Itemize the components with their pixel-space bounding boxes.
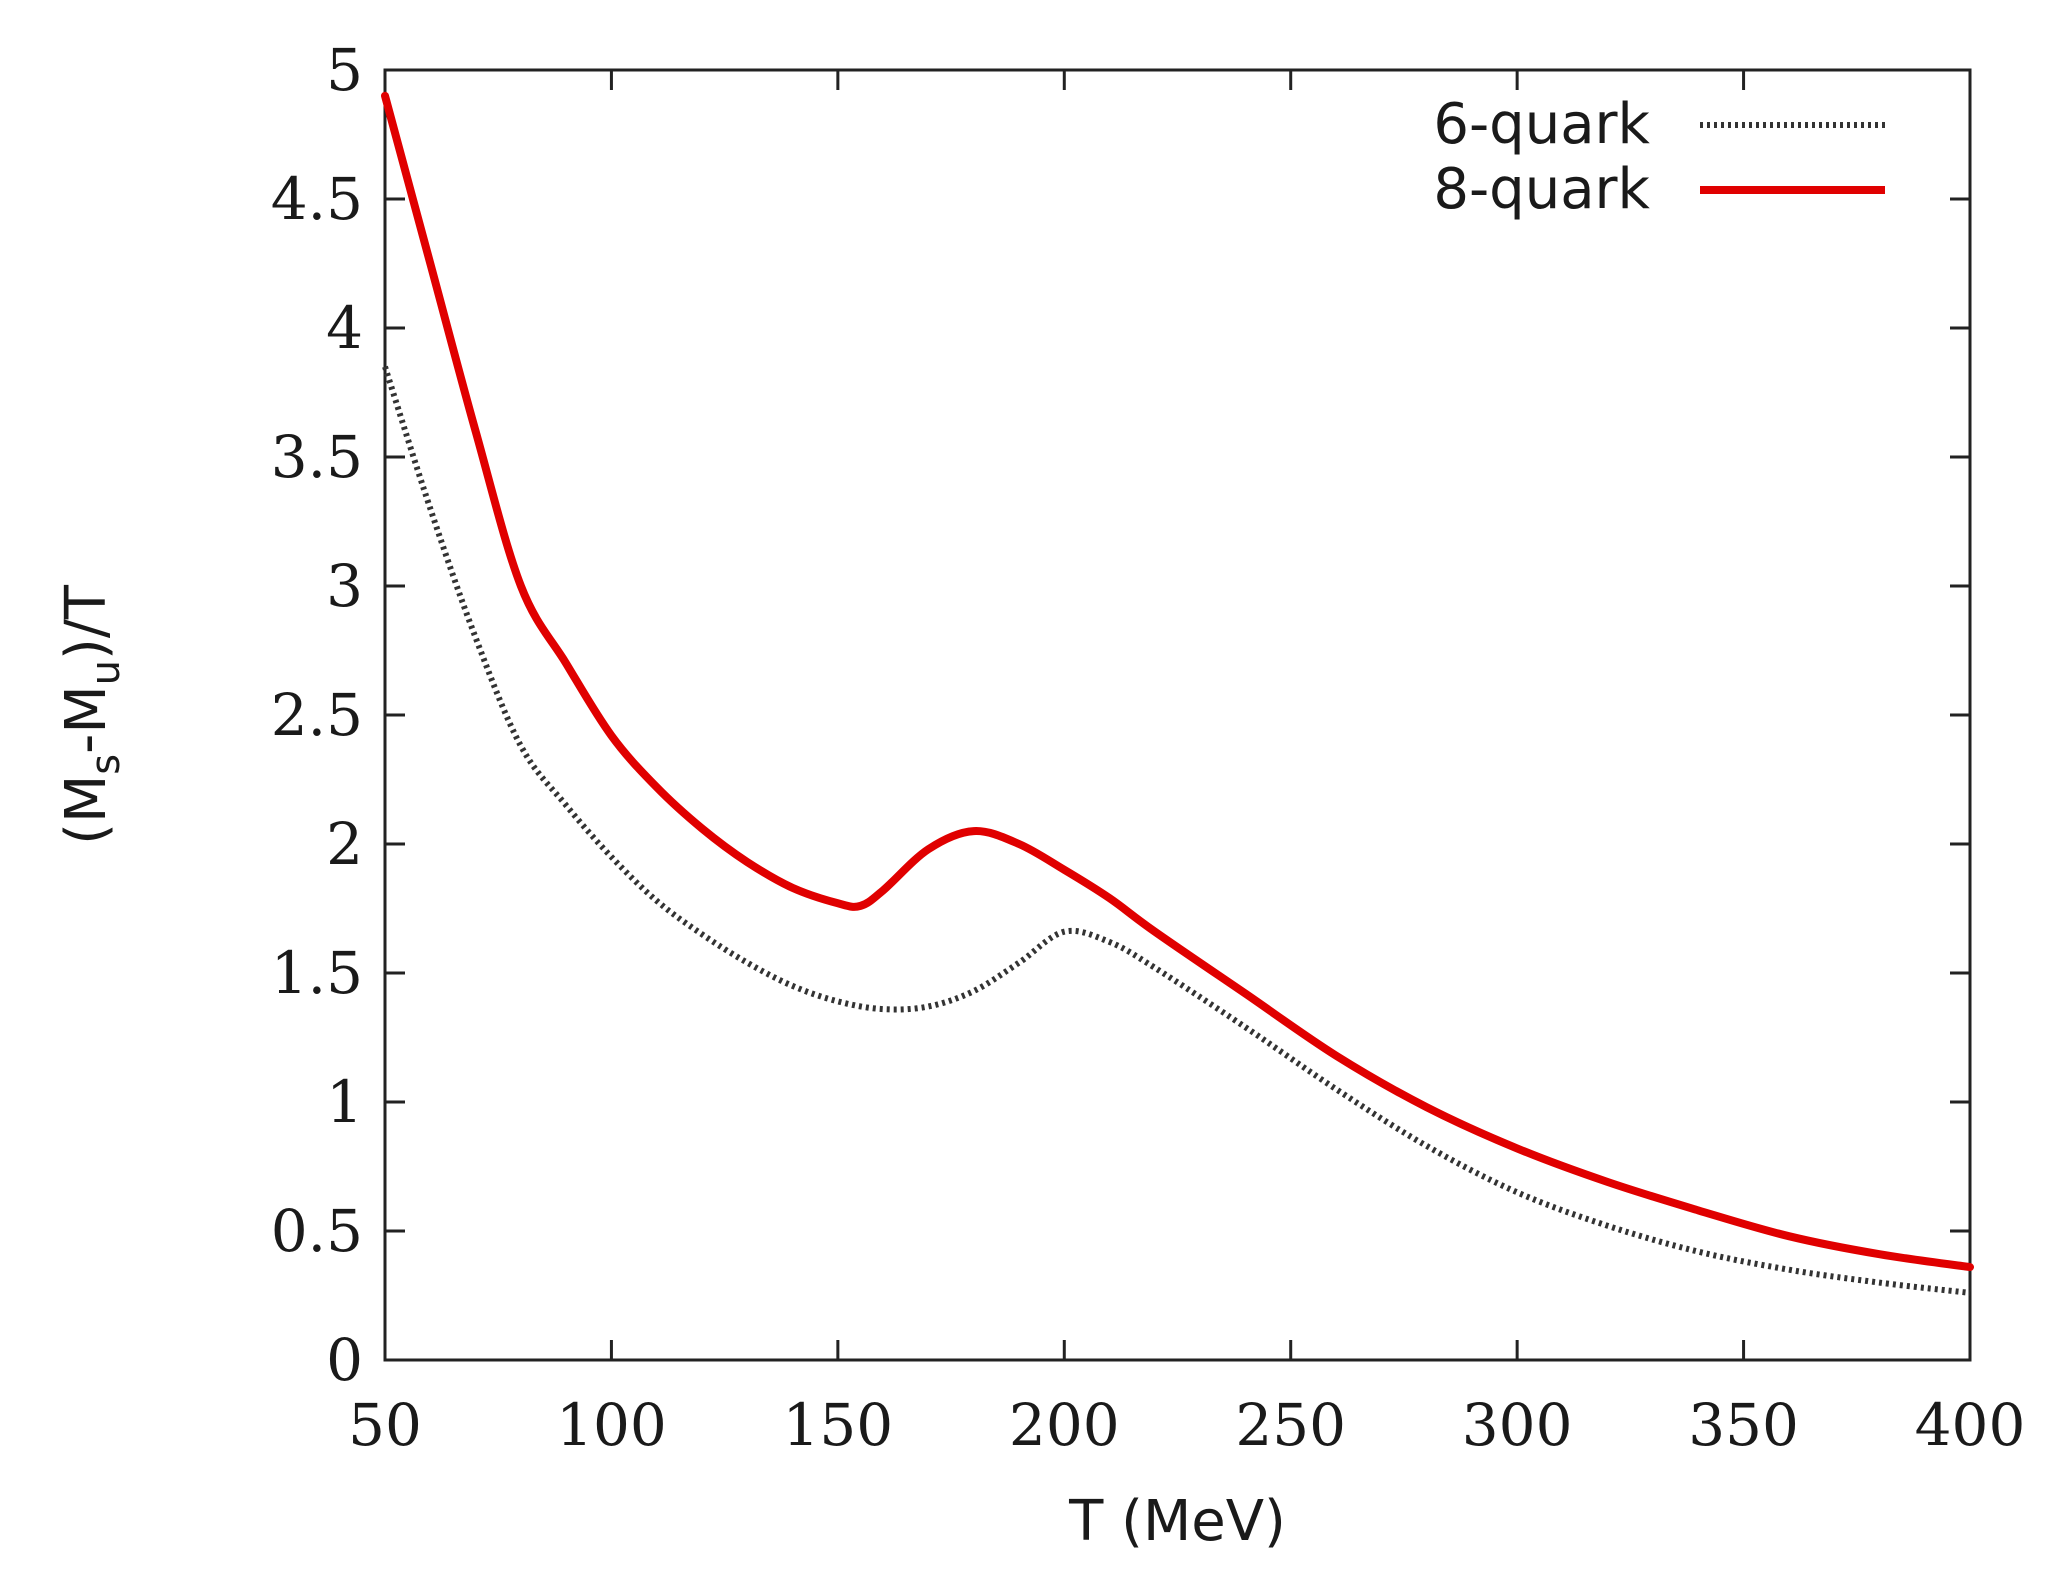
y-tick-label: 4.5: [271, 165, 363, 233]
y-tick-label: 2.5: [271, 681, 363, 749]
y-tick-label: 5: [326, 36, 363, 104]
x-tick-label: 150: [782, 1391, 893, 1459]
y-tick-label: 0.5: [271, 1197, 363, 1265]
y-label-sub-u: u: [83, 660, 129, 685]
y-tick-label: 2: [326, 810, 363, 878]
series-line-6-quark: [382, 365, 1971, 1296]
x-tick-label: 200: [1009, 1391, 1120, 1459]
x-axis-label: T (MeV): [1068, 1489, 1286, 1554]
x-tick-label: 50: [348, 1391, 422, 1459]
y-tick-label: 3.5: [271, 423, 363, 491]
tick-labels: 50 100 150 200 250 300 350 400 0 0.5 1 1.5 2 2.5 3 3.5 4…: [271, 36, 2026, 1459]
y-axis-label: (Ms-Mu)/T: [54, 584, 129, 845]
y-tick-label: 1: [326, 1068, 363, 1136]
y-label-sub-s: s: [83, 754, 129, 775]
x-tick-label: 300: [1462, 1391, 1573, 1459]
axis-ticks: [383, 68, 1972, 1362]
x-tick-label: 400: [1915, 1391, 2026, 1459]
x-tick-label: 250: [1235, 1391, 1346, 1459]
svg-text:(Ms-Mu)/T: (Ms-Mu)/T: [54, 584, 129, 845]
legend-label-8-quark: 8-quark: [1433, 157, 1650, 222]
y-label-mid: -M: [54, 685, 119, 754]
y-tick-label: 4: [326, 294, 363, 362]
x-tick-label: 100: [556, 1391, 667, 1459]
legend-label-6-quark: 6-quark: [1433, 92, 1650, 157]
series-layer: [381, 91, 1974, 1296]
y-tick-label: 0: [326, 1326, 363, 1394]
legend: 6-quark 8-quark: [1433, 92, 1885, 222]
x-tick-label: 350: [1688, 1391, 1799, 1459]
y-label-close: )/T: [54, 584, 119, 660]
y-label-open: (M: [54, 775, 119, 845]
y-tick-label: 3: [326, 552, 363, 620]
y-tick-label: 1.5: [271, 939, 363, 1007]
series-line-8-quark: [381, 91, 1974, 1272]
